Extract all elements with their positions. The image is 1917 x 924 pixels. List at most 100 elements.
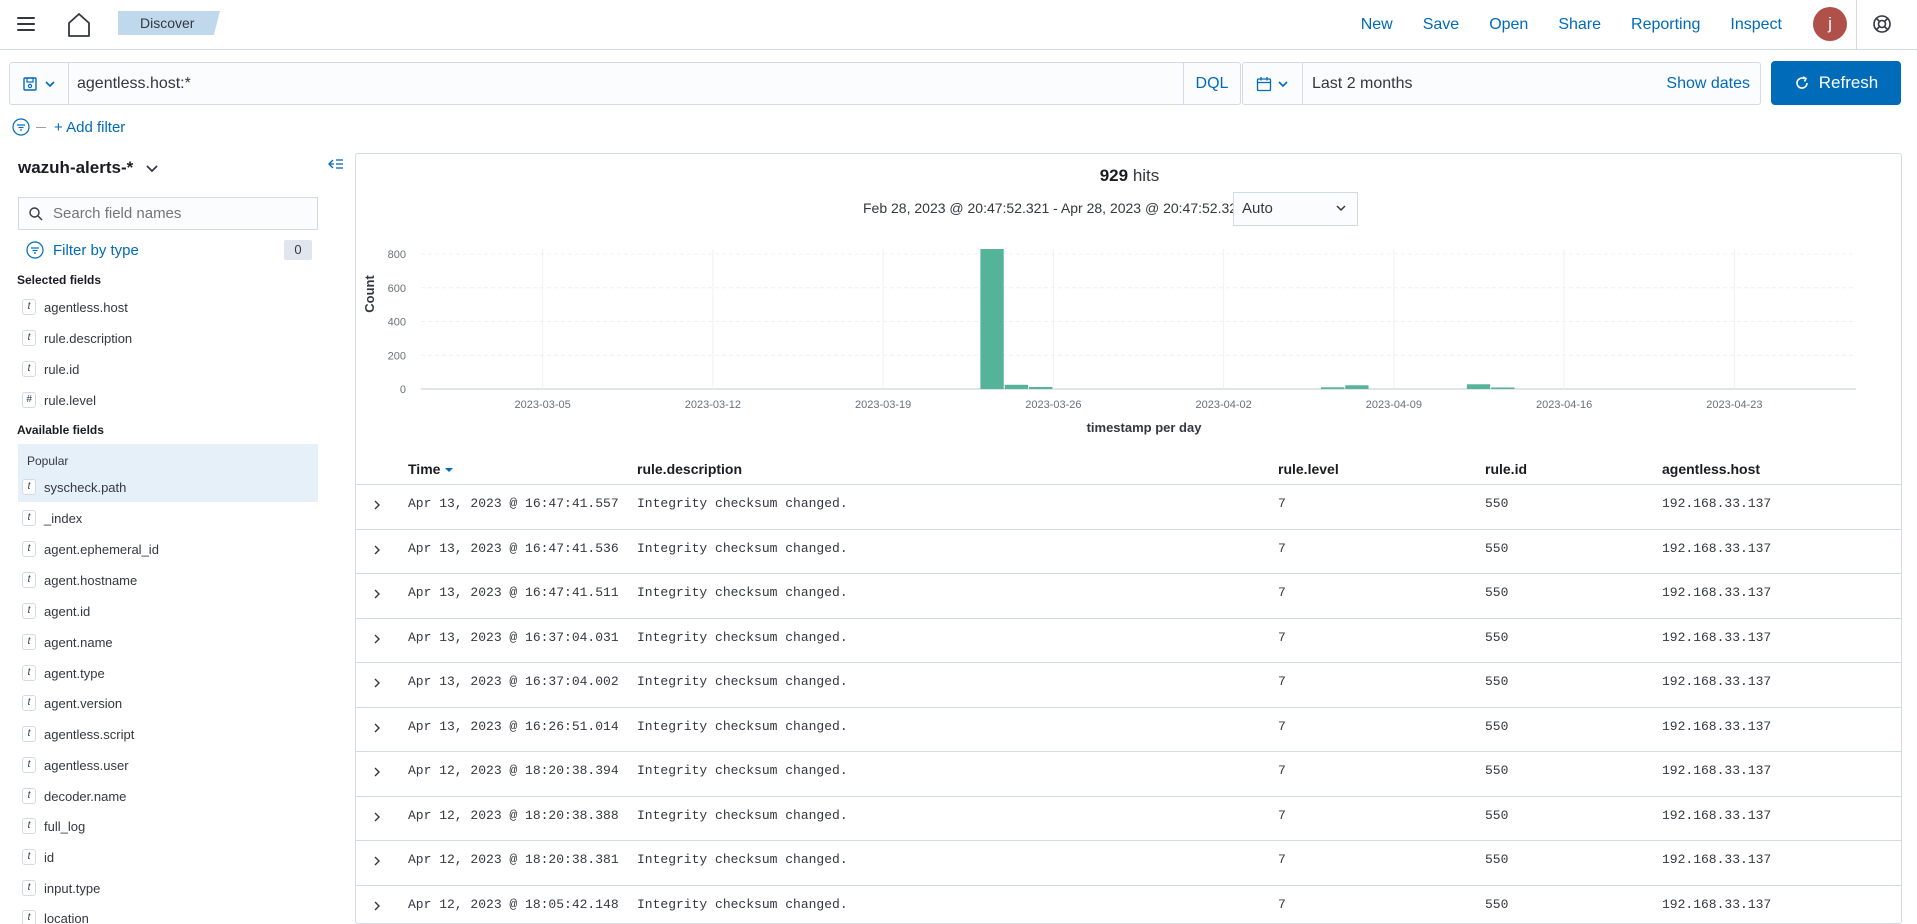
histogram-bar <box>1345 385 1369 389</box>
available-field-agent-version[interactable]: t agent.version <box>22 693 122 713</box>
field-search <box>18 197 318 230</box>
expand-row-icon[interactable] <box>372 901 382 911</box>
number-type-icon: # <box>22 392 36 408</box>
available-field-index[interactable]: t _index <box>22 508 82 528</box>
available-field-full-log[interactable]: t full_log <box>22 816 85 836</box>
column-header-rule-description[interactable]: rule.description <box>637 461 743 477</box>
expand-row-icon[interactable] <box>372 856 382 866</box>
cell-agentless-host: 192.168.33.137 <box>1662 852 1772 867</box>
expand-row-icon[interactable] <box>372 545 382 555</box>
field-search-input[interactable] <box>53 198 308 229</box>
cell-rule-description: Integrity checksum changed. <box>637 718 848 734</box>
menu-icon[interactable] <box>14 13 38 37</box>
filter-menu-icon[interactable] <box>12 118 30 136</box>
column-header-time[interactable]: Time <box>408 461 454 477</box>
refresh-button[interactable]: Refresh <box>1771 61 1901 105</box>
string-type-icon: t <box>22 818 36 834</box>
interval-value: Auto <box>1242 200 1273 217</box>
open-link[interactable]: Open <box>1489 16 1529 33</box>
filter-by-type-label: Filter by type <box>53 241 139 259</box>
cell-agentless-host: 192.168.33.137 <box>1662 629 1772 645</box>
selected-field-rule-id[interactable]: t rule.id <box>22 359 79 379</box>
search-icon <box>29 207 43 221</box>
chevron-down-icon <box>1278 80 1288 87</box>
sort-down-icon[interactable] <box>444 466 454 474</box>
chevron-down-icon <box>45 80 55 87</box>
table-row[interactable]: Apr 13, 2023 @ 16:47:41.536 Integrity che… <box>356 530 1901 574</box>
save-link[interactable]: Save <box>1422 16 1460 33</box>
table-row[interactable]: Apr 12, 2023 @ 18:20:38.381 Integrity che… <box>356 841 1901 886</box>
y-tick-label: 200 <box>388 350 406 362</box>
table-row[interactable]: Apr 13, 2023 @ 16:26:51.014 Integrity che… <box>356 708 1901 752</box>
collapse-sidebar-icon[interactable] <box>328 156 344 172</box>
user-avatar[interactable]: j <box>1813 7 1847 41</box>
table-row[interactable]: Apr 13, 2023 @ 16:47:41.511 Integrity che… <box>356 574 1901 619</box>
add-filter-link[interactable]: + Add filter <box>54 118 126 136</box>
inspect-link[interactable]: Inspect <box>1730 16 1782 33</box>
home-icon[interactable] <box>64 10 94 40</box>
histogram-chart[interactable]: Count timestamp per day 0 200 400 600 800 202… <box>356 234 1902 450</box>
filter-icon <box>26 241 44 259</box>
string-type-icon: t <box>22 788 36 804</box>
quick-select-button[interactable] <box>1243 63 1303 104</box>
string-type-icon: t <box>22 634 36 650</box>
reporting-link[interactable]: Reporting <box>1631 16 1701 33</box>
table-row[interactable]: Apr 12, 2023 @ 18:20:38.394 Integrity che… <box>356 752 1901 797</box>
expand-row-icon[interactable] <box>372 589 382 599</box>
expand-row-icon[interactable] <box>372 812 382 822</box>
selected-field-rule-level[interactable]: # rule.level <box>22 390 96 410</box>
expand-row-icon[interactable] <box>372 767 382 777</box>
table-row[interactable]: Apr 13, 2023 @ 16:37:04.031 Integrity che… <box>356 619 1901 663</box>
expand-row-icon[interactable] <box>372 678 382 688</box>
column-header-rule-id[interactable]: rule.id <box>1485 461 1528 477</box>
expand-row-icon[interactable] <box>372 500 382 510</box>
string-type-icon: t <box>22 910 36 924</box>
available-field-agent-ephemeral-id[interactable]: t agent.ephemeral_id <box>22 539 159 559</box>
filter-by-type-button[interactable]: Filter by type 0 <box>26 239 316 261</box>
table-row[interactable]: Apr 13, 2023 @ 16:47:41.557 Integrity che… <box>356 485 1901 530</box>
expand-row-icon[interactable] <box>372 634 382 644</box>
available-field-agentless-user[interactable]: t agentless.user <box>22 755 129 775</box>
table-row[interactable]: Apr 13, 2023 @ 16:37:04.002 Integrity che… <box>356 663 1901 708</box>
available-field-location[interactable]: t location <box>22 908 89 924</box>
table-row[interactable]: Apr 12, 2023 @ 18:05:42.148 Integrity che… <box>356 886 1901 924</box>
column-header-label: Time <box>408 461 441 477</box>
breadcrumb-discover[interactable]: Discover <box>118 11 220 35</box>
hits-label: hits <box>1132 166 1160 185</box>
cell-rule-description: Integrity checksum changed. <box>637 540 848 556</box>
available-field-agent-name[interactable]: t agent.name <box>22 632 113 652</box>
field-name: agent.type <box>44 665 105 681</box>
cell-agentless-host: 192.168.33.137 <box>1662 763 1772 778</box>
x-tick-label: 2023-04-23 <box>1706 399 1762 411</box>
index-pattern-selector[interactable]: wazuh-alerts-* <box>18 158 159 178</box>
available-field-decoder-name[interactable]: t decoder.name <box>22 786 126 806</box>
column-header-agentless-host[interactable]: agentless.host <box>1662 461 1761 477</box>
field-name: syscheck.path <box>44 479 127 495</box>
available-field-id[interactable]: t id <box>22 847 54 867</box>
expand-row-icon[interactable] <box>372 723 382 733</box>
saved-queries-button[interactable] <box>10 63 69 104</box>
interval-select[interactable]: Auto <box>1233 192 1358 226</box>
field-name: agentless.script <box>44 726 135 742</box>
query-input[interactable] <box>77 63 1177 104</box>
date-range-label[interactable]: Last 2 months <box>1312 75 1413 92</box>
new-link[interactable]: New <box>1360 16 1393 33</box>
available-field-agent-id[interactable]: t agent.id <box>22 601 90 621</box>
cell-agentless-host: 192.168.33.137 <box>1662 585 1772 600</box>
field-name: decoder.name <box>44 788 127 804</box>
available-field-agentless-script[interactable]: t agentless.script <box>22 724 134 744</box>
column-header-rule-level[interactable]: rule.level <box>1278 461 1339 477</box>
dql-toggle-button[interactable]: DQL <box>1183 63 1240 104</box>
show-dates-link[interactable]: Show dates <box>1666 75 1750 92</box>
help-icon[interactable] <box>1871 13 1893 35</box>
table-row[interactable]: Apr 12, 2023 @ 18:20:38.388 Integrity che… <box>356 797 1901 841</box>
selected-field-rule-description[interactable]: t rule.description <box>22 328 132 348</box>
cell-time: Apr 13, 2023 @ 16:47:41.557 <box>408 496 619 511</box>
available-field-syscheck-path[interactable]: t syscheck.path <box>22 477 126 497</box>
selected-field-agentless-host[interactable]: t agentless.host <box>22 297 128 317</box>
share-link[interactable]: Share <box>1558 16 1602 33</box>
cell-rule-level: 7 <box>1278 807 1286 823</box>
available-field-agent-type[interactable]: t agent.type <box>22 663 105 683</box>
available-field-agent-hostname[interactable]: t agent.hostname <box>22 570 137 590</box>
available-field-input-type[interactable]: t input.type <box>22 878 100 898</box>
